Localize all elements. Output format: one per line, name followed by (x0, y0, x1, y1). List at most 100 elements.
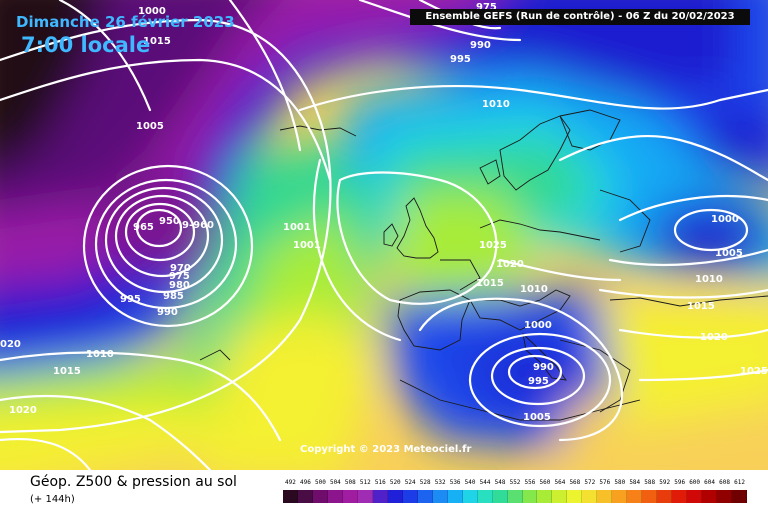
isobar-label: 1025 (479, 240, 507, 251)
scale-label: 532 (434, 479, 446, 486)
isobar-label: 975 (476, 2, 497, 13)
isobar-label: 995 (120, 294, 141, 305)
scale-label: 568 (569, 479, 581, 486)
isobar-label: 020 (0, 339, 21, 350)
color-scale (283, 490, 748, 503)
isobar-label: 970 (170, 263, 191, 274)
scale-label: 512 (359, 479, 371, 486)
isobar-label: 1010 (86, 349, 114, 360)
scale-swatch (342, 490, 358, 503)
scale-label: 612 (734, 479, 745, 486)
scale-swatch (402, 490, 418, 503)
map-date: Dimanche 26 février 2023 (16, 13, 235, 31)
forecast-lead-time: (+ 144h) (30, 494, 75, 505)
scale-swatch (627, 490, 643, 503)
isobar-label: 980 (169, 280, 190, 291)
scale-label: 608 (719, 479, 730, 486)
scale-label: 584 (629, 479, 641, 486)
scale-swatch (462, 490, 478, 503)
isobar-label: 1010 (520, 284, 548, 295)
scale-label: 544 (479, 479, 491, 486)
scale-swatch (283, 490, 298, 503)
scale-label: 516 (374, 479, 386, 486)
scale-label: 540 (464, 479, 476, 486)
scale-label: 600 (689, 479, 701, 486)
isobar-label: 1015 (687, 301, 715, 312)
scale-label: 560 (539, 479, 551, 486)
scale-label: 596 (674, 479, 686, 486)
scale-swatch (717, 490, 733, 503)
scale-label: 496 (300, 479, 311, 486)
scale-label: 564 (554, 479, 566, 486)
scale-label: 520 (389, 479, 401, 486)
weather-map: 1000 1015 975 990 995 1005 1010 950 965 9-960 970 9… (0, 0, 768, 470)
scale-swatch (597, 490, 613, 503)
scale-swatch (432, 490, 448, 503)
isobar-label: 995 (450, 54, 471, 65)
isobar-label: 1020 (496, 259, 524, 270)
isobar-label: 1025 (740, 366, 768, 377)
isobar-label: 1005 (715, 248, 743, 259)
scale-label: 536 (449, 479, 461, 486)
map-local-time: 7:00 locale (21, 33, 151, 57)
scale-swatch (357, 490, 373, 503)
isobar-label: 950 (159, 216, 180, 227)
scale-label: 556 (524, 479, 536, 486)
isobar-label: 1015 (143, 36, 171, 47)
scale-swatch (657, 490, 673, 503)
scale-swatch (567, 490, 583, 503)
parameter-title: Géop. Z500 & pression au sol (30, 474, 237, 490)
scale-label: 592 (659, 479, 671, 486)
scale-swatch (387, 490, 403, 503)
color-scale-labels: 492 496 500 504 508 512 516 520 524 528 532 536 540 5… (283, 479, 747, 489)
scale-swatch (312, 490, 328, 503)
scale-swatch (327, 490, 343, 503)
scale-label: 524 (404, 479, 416, 486)
isobar-label: 1015 (53, 366, 81, 377)
scale-swatch (492, 490, 508, 503)
scale-swatch (612, 490, 628, 503)
scale-swatch (552, 490, 568, 503)
scale-label: 508 (344, 479, 356, 486)
scale-swatch (417, 490, 433, 503)
scale-label: 588 (644, 479, 656, 486)
isobar-label: 1020 (9, 405, 37, 416)
isobar-label: 990 (533, 362, 554, 373)
scale-label: 528 (419, 479, 431, 486)
scale-label: 500 (314, 479, 326, 486)
scale-label: 580 (614, 479, 626, 486)
isobar-label: 1015 (476, 278, 504, 289)
isobar-label: 1010 (482, 99, 510, 110)
scale-swatch (672, 490, 688, 503)
isobar-label: 990 (470, 40, 491, 51)
isobar-label: 975 (169, 271, 190, 282)
scale-label: 576 (599, 479, 611, 486)
isobar-label: 1001 (293, 240, 321, 251)
scale-swatch (687, 490, 703, 503)
scale-swatch (477, 490, 493, 503)
model-run-label: Ensemble GEFS (Run de contrôle) - 06 Z d… (410, 9, 750, 25)
scale-label: 504 (329, 479, 341, 486)
scale-swatch (522, 490, 538, 503)
scale-label: 492 (285, 479, 296, 486)
isobar-label: 990 (157, 307, 178, 318)
isobar-label: 985 (163, 291, 184, 302)
scale-swatch (642, 490, 658, 503)
isobar-label: 9-960 (182, 220, 214, 231)
isobar-label: 965 (133, 222, 154, 233)
coastlines (199, 109, 768, 421)
scale-swatch (537, 490, 553, 503)
scale-swatch (372, 490, 388, 503)
isobars (0, 0, 768, 470)
isobar-label: 1000 (711, 214, 739, 225)
isobar-label: 1020 (700, 332, 728, 343)
scale-label: 572 (584, 479, 596, 486)
isobar-label: 1000 (524, 320, 552, 331)
scale-swatch (732, 490, 748, 503)
scale-label: 552 (509, 479, 521, 486)
scale-swatch (582, 490, 598, 503)
isobar-label: 1005 (523, 412, 551, 423)
isobar-label: 1001 (283, 222, 311, 233)
